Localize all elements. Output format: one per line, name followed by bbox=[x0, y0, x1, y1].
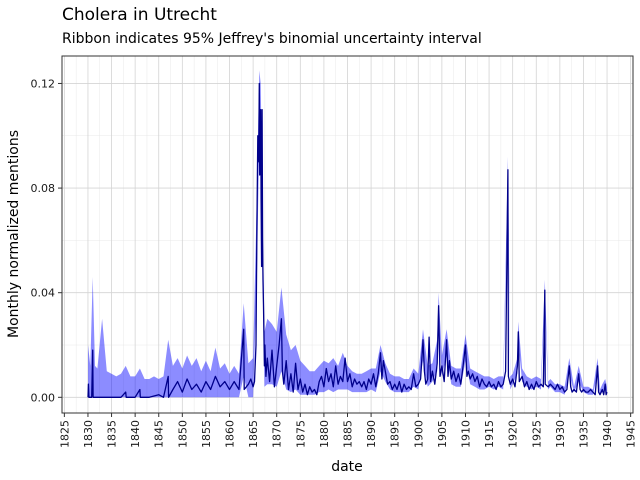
x-tick-label: 1880 bbox=[318, 420, 331, 448]
x-tick-label: 1930 bbox=[554, 420, 567, 448]
x-tick-label: 1920 bbox=[507, 420, 520, 448]
x-tick-label: 1935 bbox=[577, 420, 590, 448]
x-tick-label: 1835 bbox=[106, 420, 119, 448]
grid-major bbox=[62, 56, 633, 413]
x-tick-label: 1825 bbox=[58, 420, 71, 448]
chart-subtitle: Ribbon indicates 95% Jeffrey's binomial … bbox=[62, 31, 482, 47]
x-axis: 1825 1830 1835 1840 1845 1850 1855 1860 1865 1870… bbox=[58, 413, 638, 448]
x-axis-title: date bbox=[331, 459, 363, 475]
y-tick-label: 0.04 bbox=[31, 287, 56, 300]
x-tick-label: 1900 bbox=[412, 420, 425, 448]
x-tick-label: 1925 bbox=[530, 420, 543, 448]
x-tick-label: 1865 bbox=[247, 420, 260, 448]
y-tick-label: 0.12 bbox=[31, 77, 56, 90]
x-tick-label: 1910 bbox=[459, 420, 472, 448]
mentions-line bbox=[87, 82, 608, 398]
x-tick-label: 1895 bbox=[389, 420, 402, 448]
chart-title: Cholera in Utrecht bbox=[62, 5, 217, 25]
x-tick-label: 1915 bbox=[483, 420, 496, 448]
x-tick-label: 1845 bbox=[153, 420, 166, 448]
x-tick-label: 1860 bbox=[224, 420, 237, 448]
x-tick-label: 1905 bbox=[436, 420, 449, 448]
x-tick-label: 1875 bbox=[294, 420, 307, 448]
y-axis-title: Monthly normalized mentions bbox=[6, 130, 22, 338]
x-tick-label: 1850 bbox=[176, 420, 189, 448]
x-tick-label: 1940 bbox=[601, 420, 614, 448]
grid-minor bbox=[62, 56, 633, 413]
x-tick-label: 1840 bbox=[129, 420, 142, 448]
x-tick-label: 1890 bbox=[365, 420, 378, 448]
x-tick-label: 1945 bbox=[625, 420, 638, 448]
y-tick-label: 0.00 bbox=[31, 391, 56, 404]
x-tick-label: 1830 bbox=[82, 420, 95, 448]
x-tick-label: 1870 bbox=[271, 420, 284, 448]
y-tick-label: 0.08 bbox=[31, 182, 56, 195]
x-tick-label: 1855 bbox=[200, 420, 213, 448]
y-axis: 0.00 0.04 0.08 0.12 bbox=[31, 77, 62, 404]
x-tick-label: 1885 bbox=[342, 420, 355, 448]
